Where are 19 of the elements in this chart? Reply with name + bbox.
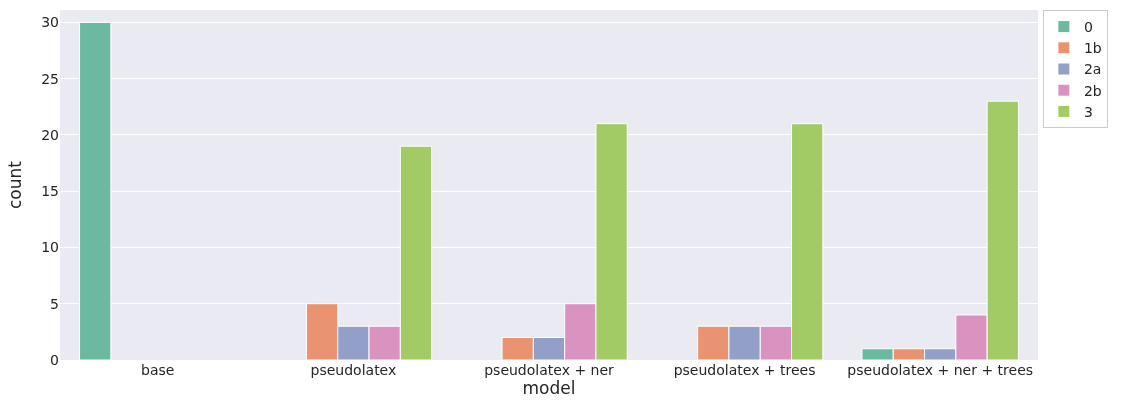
y-tick-label: 0 [50,351,59,368]
y-tick-label: 5 [50,295,59,312]
x-tick-label: pseudolatex + trees [673,362,816,378]
legend-label: 1b [1083,40,1102,57]
y-axis-title: count [4,160,25,209]
x-tick-label: base [141,362,175,378]
x-tick-label: pseudolatex + ner [484,362,615,378]
x-axis-title: model [522,378,576,398]
y-tick-label: 30 [41,14,59,31]
y-tick-label: 25 [41,70,59,87]
y-tick-label: 15 [41,183,59,200]
y-tick-label: 10 [41,239,59,256]
legend-label: 3 [1083,103,1093,120]
x-tick-label: pseudolatex [310,362,397,378]
legend-label: 2a [1083,61,1102,78]
legend-label: 2b [1083,82,1102,99]
legend-label: 0 [1083,19,1093,36]
x-tick-label: pseudolatex + ner + trees [847,362,1034,378]
y-tick-label: 20 [41,126,59,143]
